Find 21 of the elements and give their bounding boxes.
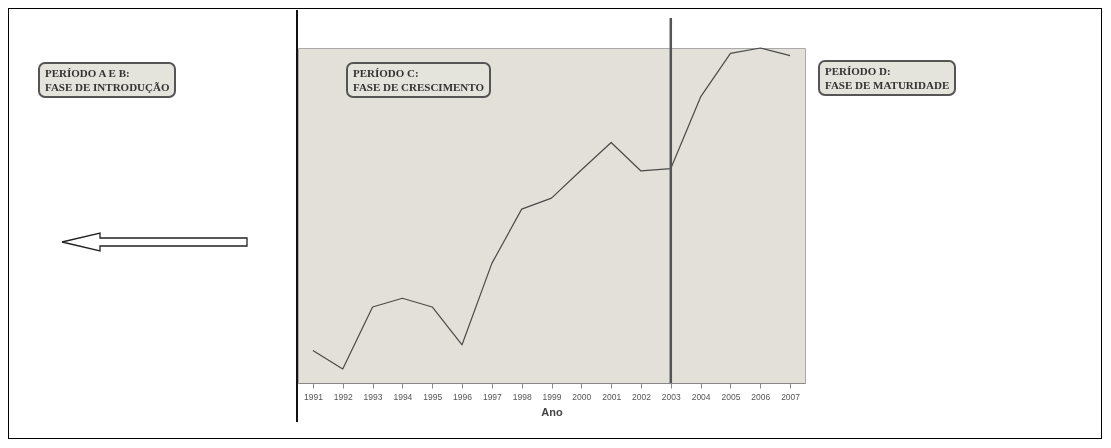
x-tick-label: 1994 bbox=[393, 391, 413, 402]
x-tick-label: 1995 bbox=[423, 391, 443, 402]
x-tick-label: 1997 bbox=[482, 391, 503, 402]
text: PERÍODO A E B: FASE DE INTRODUÇÃO bbox=[38, 62, 177, 98]
x-tick-label: 2007 bbox=[781, 391, 801, 402]
x-tick-label: 2004 bbox=[691, 391, 711, 402]
x-tick-label: 2006 bbox=[751, 391, 771, 402]
x-tick-label: 2000 bbox=[572, 391, 592, 402]
x-tick-label: 1993 bbox=[363, 391, 383, 402]
x-tick-label: 2001 bbox=[602, 391, 622, 402]
x-tick-label: 1991 bbox=[303, 391, 324, 402]
annotation: PERÍODO C: FASE DE CRESCIMENTO bbox=[346, 62, 492, 98]
text: PERÍODO D: FASE DE MATURIDADE bbox=[818, 60, 957, 96]
x-axis-title: Ano bbox=[541, 406, 563, 418]
x-tick-label: 2002 bbox=[632, 391, 652, 402]
x-tick-label: 1996 bbox=[453, 391, 473, 402]
x-tick-label: 1992 bbox=[333, 391, 353, 402]
x-tick-label: 1998 bbox=[512, 391, 532, 402]
x-tick-label: 1999 bbox=[542, 391, 562, 402]
x-tick-label: 2003 bbox=[661, 391, 682, 402]
x-tick-label: 2005 bbox=[721, 391, 741, 402]
